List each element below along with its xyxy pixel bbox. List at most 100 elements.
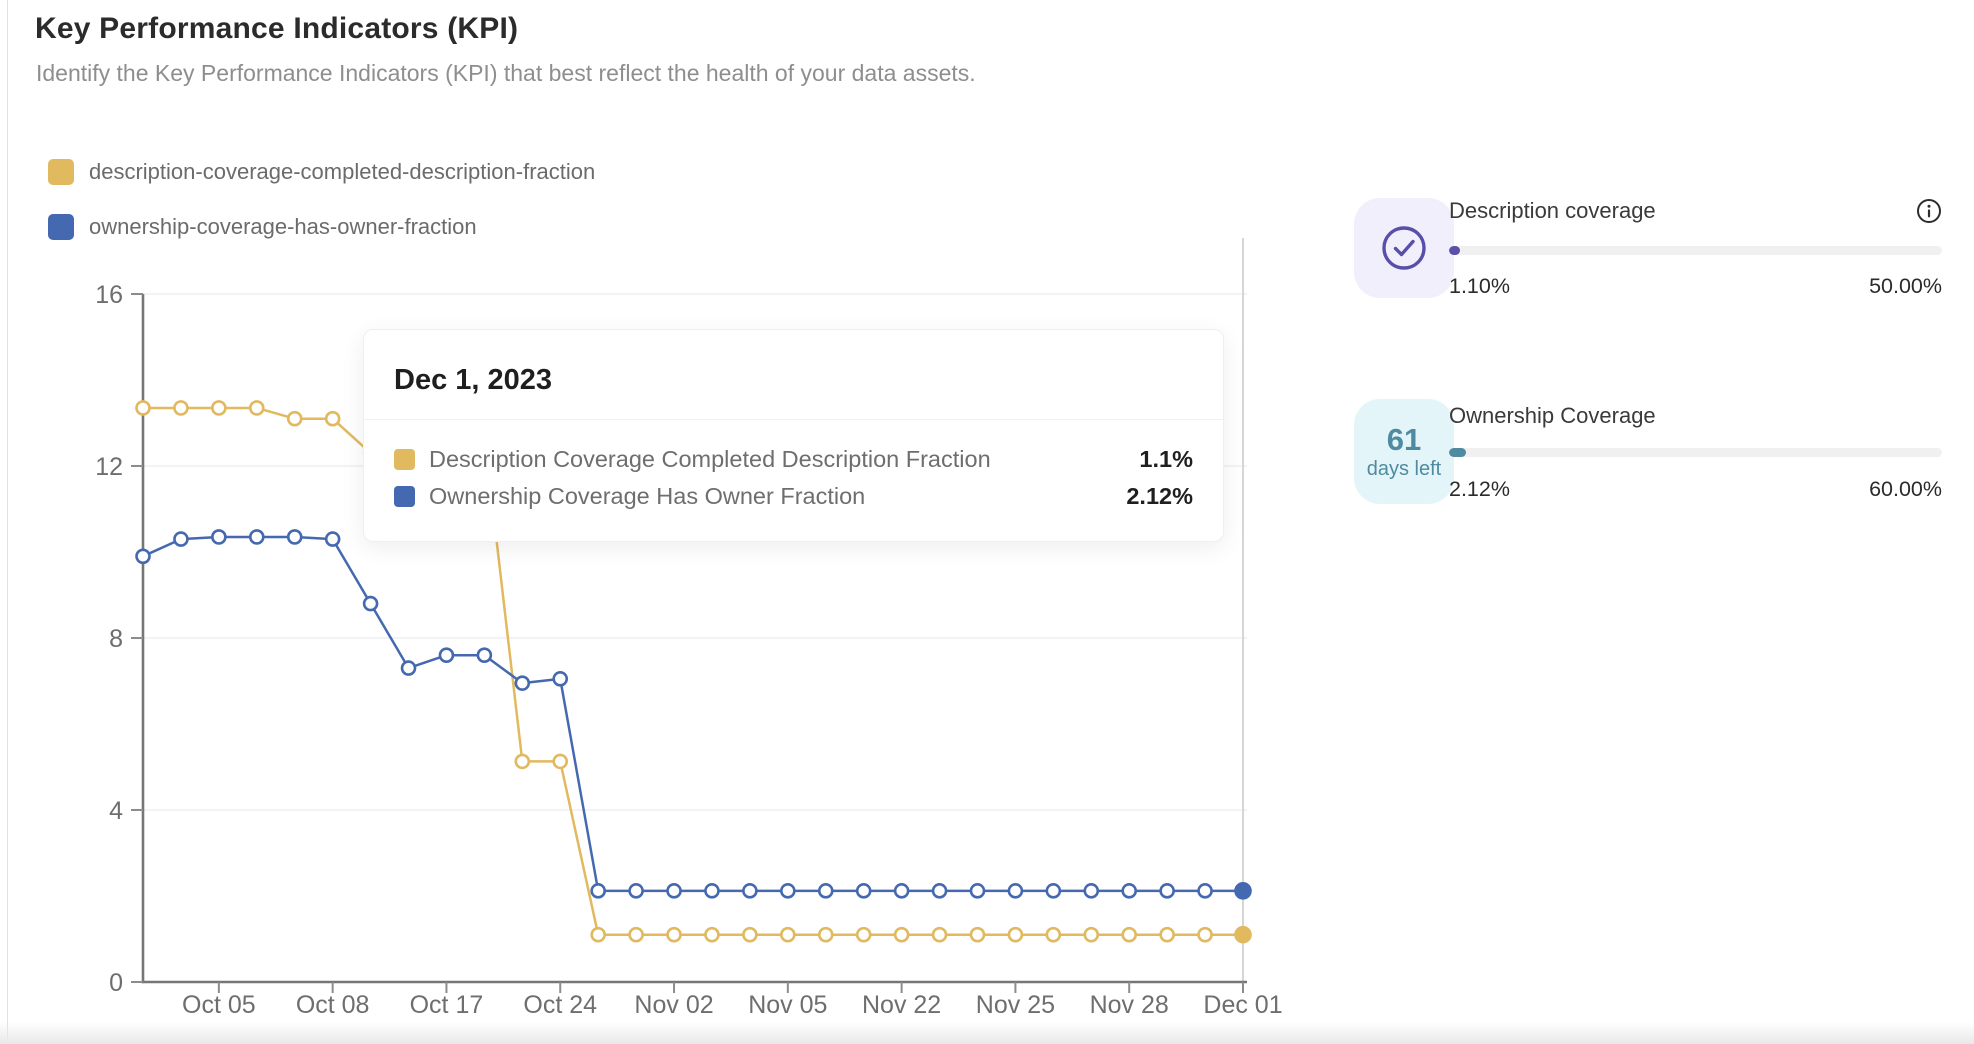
- series-0-point: [1007, 926, 1024, 943]
- series-0-point-hovered[interactable]: [1234, 925, 1252, 944]
- series-1-point: [552, 671, 569, 687]
- tooltip-date: Dec 1, 2023: [394, 364, 553, 396]
- check-circle-icon: [1382, 226, 1426, 270]
- progress-track-description-coverage: [1449, 246, 1942, 255]
- series-1-point: [666, 883, 682, 899]
- series-0-point: [969, 926, 986, 943]
- series-1-point: [1159, 883, 1175, 899]
- series-0-point: [666, 926, 682, 943]
- series-0-point: [135, 400, 151, 416]
- kpi-card-body: Description coverage 1.10% 50.00%: [1449, 198, 1942, 299]
- series-0-point: [552, 753, 569, 770]
- y-axis-tick-label: 12: [95, 453, 123, 481]
- kpi-card-title: Ownership Coverage: [1449, 403, 1656, 428]
- x-axis-tick-label: Nov 28: [1090, 991, 1169, 1019]
- y-axis-tick-label: 16: [95, 281, 123, 309]
- kpi-target-value: 60.00%: [1869, 477, 1942, 501]
- series-1-point: [1121, 883, 1138, 899]
- x-axis-tick-label: Nov 02: [634, 991, 713, 1019]
- series-1-point: [969, 883, 986, 899]
- legend-swatch-ownership-coverage: [48, 213, 74, 240]
- series-1-point: [817, 883, 834, 899]
- series-1-point: [1007, 883, 1024, 899]
- chart-legend: description-coverage-completed-descripti…: [48, 158, 595, 268]
- x-axis-tick-label: Dec 01: [1203, 991, 1282, 1019]
- series-1-point: [438, 647, 455, 664]
- series-0-point: [1159, 926, 1175, 943]
- kpi-current-value: 1.10%: [1449, 274, 1510, 298]
- series-0-point: [817, 926, 834, 943]
- kpi-target-value: 50.00%: [1869, 274, 1942, 298]
- series-0-point: [1197, 926, 1213, 943]
- series-1-point: [400, 660, 417, 676]
- series-1-point: [628, 883, 644, 899]
- y-axis-tick-label: 0: [109, 969, 123, 997]
- series-0-point: [1121, 926, 1138, 943]
- series-0-point: [1045, 926, 1062, 943]
- series-1-point: [590, 883, 606, 899]
- tooltip-row-value: 1.1%: [1139, 445, 1193, 472]
- tooltip-swatch-ownership-coverage: [394, 485, 415, 507]
- series-0-point: [324, 410, 341, 427]
- series-1-point: [135, 548, 151, 565]
- legend-label: ownership-coverage-has-owner-fraction: [89, 213, 477, 239]
- kpi-tile-check: [1354, 198, 1454, 298]
- page-subtitle: Identify the Key Performance Indicators …: [36, 60, 976, 86]
- page-title: Key Performance Indicators (KPI): [35, 12, 519, 45]
- info-icon[interactable]: [1916, 198, 1942, 224]
- x-axis-tick-label: Nov 25: [976, 991, 1055, 1019]
- series-1-point: [286, 529, 303, 545]
- legend-item-ownership-coverage[interactable]: ownership-coverage-has-owner-fraction: [48, 213, 595, 240]
- series-1-point-hovered[interactable]: [1234, 882, 1252, 900]
- series-0-point: [248, 400, 265, 416]
- series-0-point: [286, 410, 303, 427]
- y-axis-tick-label: 4: [109, 797, 123, 825]
- tooltip-row: Ownership Coverage Has Owner Fraction 2.…: [394, 481, 1193, 511]
- chart-tooltip: Dec 1, 2023 Description Coverage Complet…: [363, 329, 1224, 542]
- x-axis-tick-label: Oct 24: [523, 991, 597, 1019]
- progress-fill: [1449, 246, 1461, 255]
- panel-left-border: [7, 0, 8, 1044]
- tooltip-row: Description Coverage Completed Descripti…: [394, 444, 1193, 474]
- series-0-point: [931, 926, 948, 943]
- series-0-point: [173, 400, 189, 416]
- series-1-point: [324, 531, 341, 547]
- x-axis-tick-label: Oct 08: [296, 991, 370, 1019]
- series-1-point: [476, 647, 493, 664]
- days-left-number: 61: [1386, 421, 1422, 457]
- series-line-1: [141, 535, 1245, 893]
- series-1-point: [1045, 883, 1062, 899]
- tooltip-row-label: Ownership Coverage Has Owner Fraction: [429, 482, 866, 509]
- series-0-point: [590, 926, 606, 943]
- legend-swatch-description-coverage: [48, 158, 74, 185]
- series-1-point: [893, 883, 910, 899]
- tooltip-swatch-description-coverage: [394, 448, 415, 470]
- series-0-point: [780, 926, 796, 943]
- series-0-point: [211, 400, 227, 416]
- series-1-point: [780, 883, 796, 899]
- series-1-point: [173, 531, 189, 547]
- tooltip-divider: [364, 419, 1223, 420]
- tooltip-row-label: Description Coverage Completed Descripti…: [429, 445, 991, 472]
- series-1-point: [704, 883, 720, 899]
- series-0-point: [742, 926, 758, 943]
- series-1-point: [1083, 883, 1100, 899]
- progress-track-ownership-coverage: [1449, 448, 1942, 457]
- bottom-fade: [0, 1022, 1974, 1044]
- progress-fill: [1449, 448, 1467, 457]
- legend-item-description-coverage[interactable]: description-coverage-completed-descripti…: [48, 158, 595, 185]
- days-left-caption: days left: [1366, 457, 1442, 480]
- kpi-tile-days-left: 61 days left: [1354, 399, 1454, 504]
- series-1-point: [742, 883, 758, 899]
- x-axis-tick-label: Oct 05: [182, 991, 256, 1019]
- x-axis-tick-label: Nov 05: [748, 991, 827, 1019]
- series-0-point: [893, 926, 910, 943]
- series-1-point: [248, 529, 265, 545]
- kpi-current-value: 2.12%: [1449, 477, 1510, 501]
- legend-label: description-coverage-completed-descripti…: [89, 158, 596, 184]
- x-axis-tick-label: Nov 22: [862, 991, 941, 1019]
- series-1-point: [1197, 883, 1213, 899]
- y-axis-tick-label: 8: [109, 625, 123, 653]
